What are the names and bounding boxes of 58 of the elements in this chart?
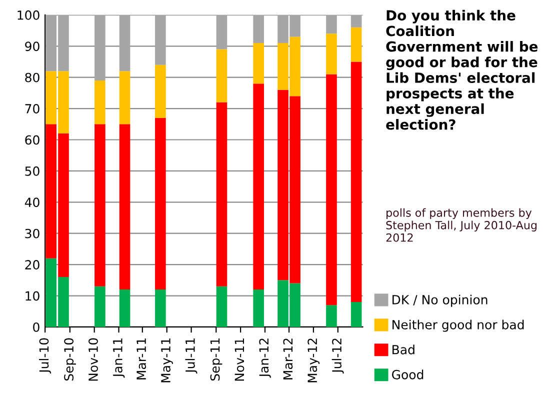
bar <box>326 34 337 74</box>
bar <box>94 124 106 286</box>
bar <box>155 14 166 65</box>
bar <box>253 14 264 44</box>
y-tick-label: 100 <box>18 10 40 20</box>
bar <box>119 14 130 72</box>
y-tick-label: 90 <box>25 42 40 52</box>
bar <box>253 290 264 327</box>
bar <box>94 14 106 80</box>
text: polls of party members by Stephen Tall, July 2010-Aug 2012 <box>386 208 537 242</box>
y-tick-label: 40 <box>24 198 40 208</box>
bar <box>155 290 166 327</box>
bar <box>216 14 228 50</box>
bar <box>253 84 264 290</box>
bar <box>350 14 362 28</box>
legend-label: Bad <box>392 344 414 354</box>
y-tick-label: 60 <box>25 135 40 145</box>
bar <box>350 27 362 62</box>
text: Do you think the Coalition Government will be good or bad for the Lib Dems' electoral prospects at the next general election? <box>386 10 538 130</box>
y-tick-label: 20 <box>25 260 40 270</box>
x-tick-label: Mar-11 <box>136 338 146 380</box>
bar <box>216 286 228 327</box>
x-tick-label: Sep-11 <box>210 338 222 381</box>
bar <box>216 102 228 286</box>
x-tick-label: Jul-11 <box>185 338 198 374</box>
bar <box>326 14 337 34</box>
bar <box>119 290 130 327</box>
x-tick-label: Nov-11 <box>234 338 244 381</box>
y-tick-label: 70 <box>25 104 40 114</box>
x-tick-label: Jul-12 <box>332 338 344 374</box>
y-tick-label: 0 <box>33 322 40 332</box>
bar <box>94 286 106 327</box>
x-tick-label: Jan-11 <box>113 338 125 378</box>
x-tick-label: Jul-10 <box>39 338 52 374</box>
legend-label: Neither good nor bad <box>392 320 524 332</box>
x-tick-label: May-12 <box>308 338 320 382</box>
bar <box>326 74 337 306</box>
bar <box>253 43 264 84</box>
bar <box>350 62 362 302</box>
bar <box>155 118 166 290</box>
bar <box>119 124 130 290</box>
y-tick-label: 30 <box>25 228 40 238</box>
x-tick-label: Nov-10 <box>88 338 98 381</box>
x-tick-label: Mar-12 <box>283 338 293 380</box>
y-tick-label: 10 <box>26 291 40 301</box>
bar <box>350 302 362 327</box>
bar <box>216 49 228 102</box>
y-tick-label: 50 <box>25 166 40 176</box>
bar <box>326 305 337 327</box>
x-tick-label: Sep-10 <box>64 338 76 381</box>
x-tick-label: Jan-12 <box>259 338 271 378</box>
legend-label: Good <box>392 370 424 380</box>
bar <box>94 80 106 124</box>
bar <box>155 64 166 118</box>
legend-label: DK / No opinion <box>392 294 488 307</box>
bar <box>119 71 130 124</box>
y-tick-label: 80 <box>25 72 40 82</box>
x-tick-label: May-11 <box>161 338 173 382</box>
